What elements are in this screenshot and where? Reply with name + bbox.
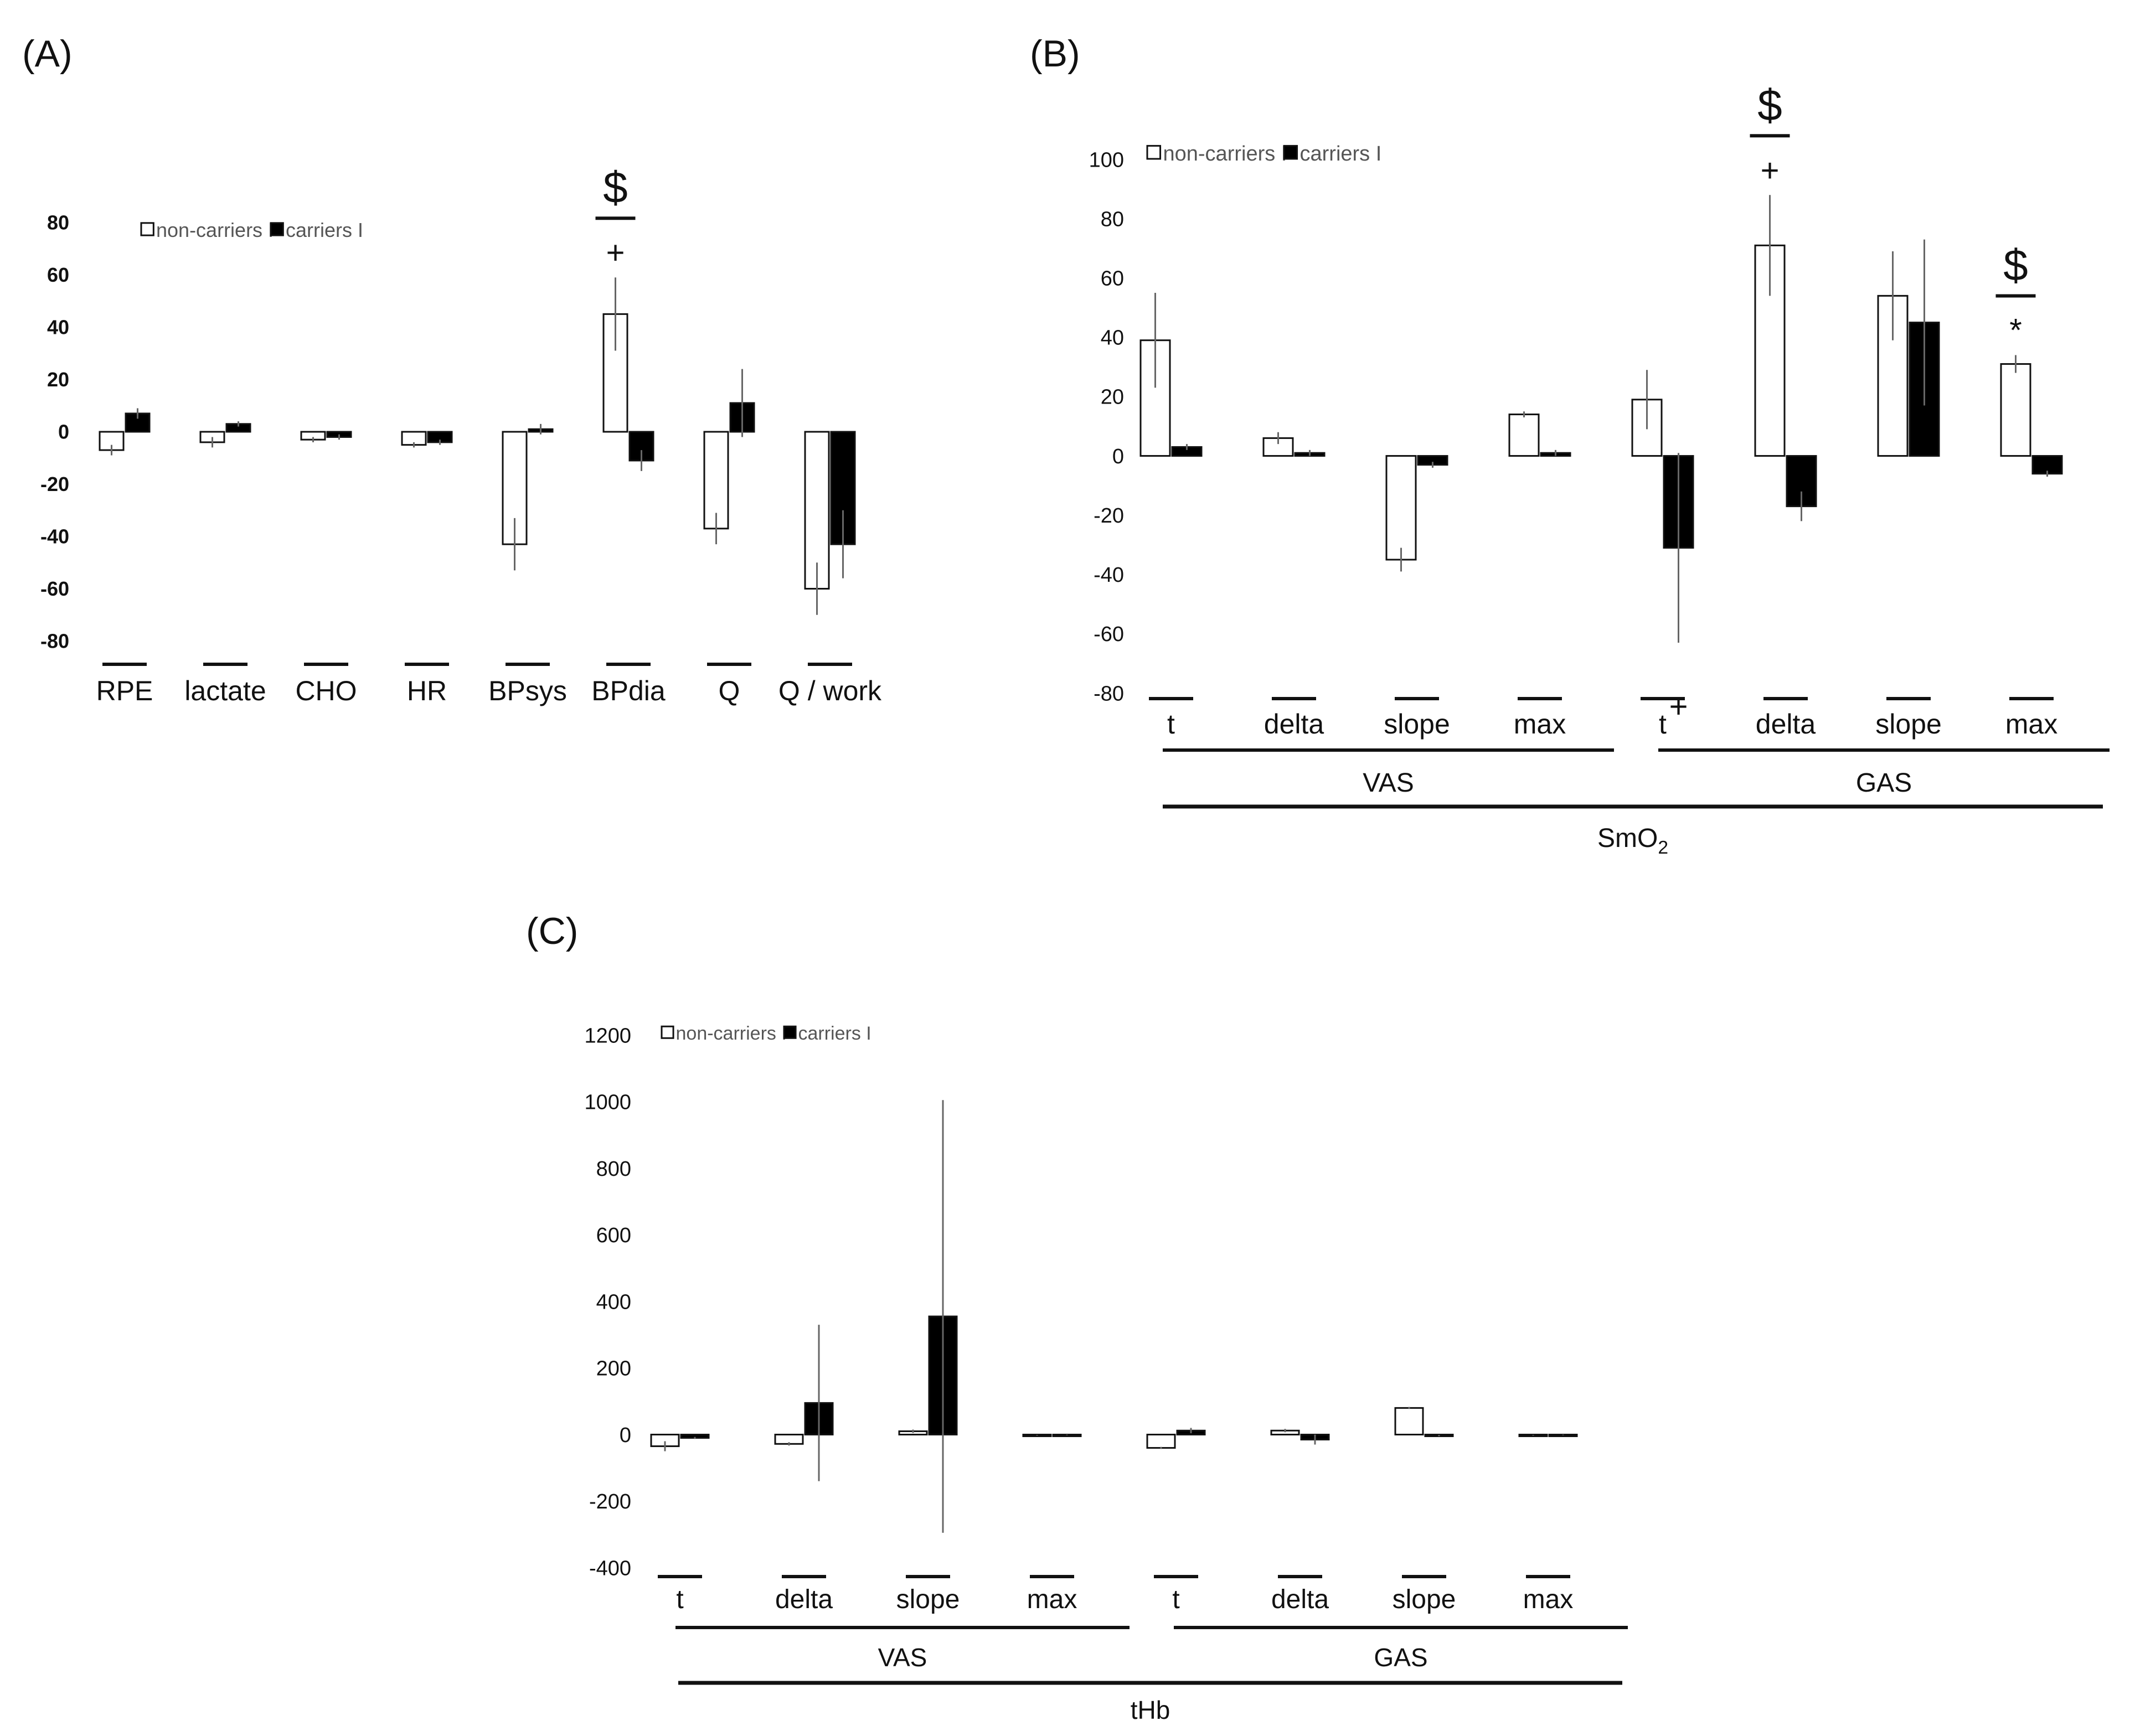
y-tick-label: -200 [589,1490,631,1513]
legend-label-carriers: carriers I [286,219,363,241]
y-tick-label: 0 [620,1424,631,1447]
y-tick-label: 80 [47,211,69,234]
category-label: slope [1875,709,1942,740]
category-label: CHO [295,675,357,706]
legend-swatch-noncarriers [1146,144,1162,160]
significance-symbol: $ [2003,240,2028,290]
group-label: GAS [1856,768,1912,798]
y-tick-label: 400 [596,1290,631,1314]
bar-carriers [1786,455,1817,508]
measure-label: SmO2 [1597,824,1668,858]
category-label: Q [719,675,740,706]
bar-noncarriers [1385,455,1417,561]
y-tick-label: -80 [40,630,69,653]
category-label: slope [896,1585,960,1614]
category-label: BPdia [591,675,666,706]
significance-symbol: + [606,235,625,271]
panel-a: (A) 80 60 40 20 0 -20 -40 -60 -80 non-carriers I ca… [22,33,882,706]
y-tick-label: 100 [1089,148,1124,172]
y-tick-label: -60 [1094,623,1124,646]
category-label: max [2005,709,2057,740]
legend-swatch-carriers [1283,144,1298,160]
significance-symbol: $ [1757,80,1782,130]
y-tick-label: 1200 [584,1024,631,1047]
y-tick-label: 0 [58,421,69,443]
category-label: slope [1384,709,1450,740]
legend-swatch-carriers [783,1025,797,1039]
y-tick-label: 60 [47,264,69,286]
bar-noncarriers [1262,437,1294,457]
y-tick-label: -80 [1094,682,1124,705]
category-label: t [1659,709,1667,740]
y-tick-label: 40 [1101,327,1124,350]
y-tick-label: 200 [596,1357,631,1381]
category-label: delta [1264,709,1324,740]
legend-label-noncarriers: non-carriers I [1163,142,1287,166]
category-label: lactate [184,675,266,706]
category-label: HR [407,675,447,706]
bar-noncarriers [1146,1434,1176,1449]
measure-label-main: SmO [1597,824,1658,853]
y-tick-label: -20 [40,473,69,495]
legend-swatch-carriers [270,222,284,236]
y-tick-label: -40 [40,525,69,548]
legend-label-noncarriers: non-carriers I [676,1023,787,1044]
y-tick-label: -60 [40,577,69,600]
category-label: t [1167,709,1175,740]
category-label: t [1172,1585,1179,1614]
group-label: VAS [1363,768,1414,798]
y-tick-label: -20 [1094,504,1124,528]
bar-noncarriers [1508,414,1540,457]
panel-label: (A) [22,33,73,75]
y-tick-label: 60 [1101,267,1124,291]
y-tick-label: 80 [1101,208,1124,231]
category-label: delta [1756,709,1816,740]
category-label: max [1523,1585,1574,1614]
significance-symbol: * [2009,312,2022,348]
legend-label-noncarriers: non-carriers I [156,219,274,241]
category-label: delta [1271,1585,1329,1614]
category-label: BPsys [488,675,567,706]
y-tick-label: 800 [596,1158,631,1181]
legend: non-carriers I carriers I [661,1023,871,1044]
legend: non-carriers I carriers I [140,219,363,241]
group-label: GAS [1374,1643,1427,1672]
category-label: slope [1393,1585,1456,1614]
measure-label-main: tHb [1131,1696,1170,1724]
bar-noncarriers [1394,1407,1424,1435]
y-tick-label: 20 [47,368,69,391]
bar-noncarriers [2000,363,2031,457]
significance-symbol: + [1669,689,1688,725]
category-label: RPE [96,675,153,706]
panel-b: (B) 100 80 60 40 20 0 -20 -40 -60 -80 non-carriers … [1030,33,2110,858]
category-label: t [676,1585,683,1614]
significance-symbol: $ [603,163,628,212]
y-tick-label: 40 [47,316,69,339]
y-tick-label: 20 [1101,386,1124,409]
panel-label: (B) [1030,33,1080,75]
legend-swatch-noncarriers [140,222,154,236]
category-label: Q / work [778,675,882,706]
legend-label-carriers: carriers I [798,1023,871,1044]
measure-label-subscript: 2 [1658,838,1668,858]
significance-symbol: + [1761,152,1780,188]
category-label: max [1027,1585,1077,1614]
y-tick-label: 0 [1112,445,1124,468]
y-tick-label: 600 [596,1224,631,1247]
category-label: delta [775,1585,833,1614]
bar-noncarriers [703,431,729,530]
measure-label: tHb [1131,1696,1170,1724]
panel-label: (C) [526,910,578,952]
category-label: max [1514,709,1566,740]
legend-swatch-noncarriers [661,1025,674,1039]
y-tick-label: -400 [589,1557,631,1580]
panel-c: (C) 1200 1000 800 600 400 200 0 -200 -400 non-carr… [526,910,1628,1724]
y-tick-label: 1000 [584,1091,631,1114]
y-tick-label: -40 [1094,564,1124,587]
legend-label-carriers: carriers I [1300,142,1382,166]
group-label: VAS [878,1643,927,1672]
legend: non-carriers I carriers I [1146,142,1382,166]
